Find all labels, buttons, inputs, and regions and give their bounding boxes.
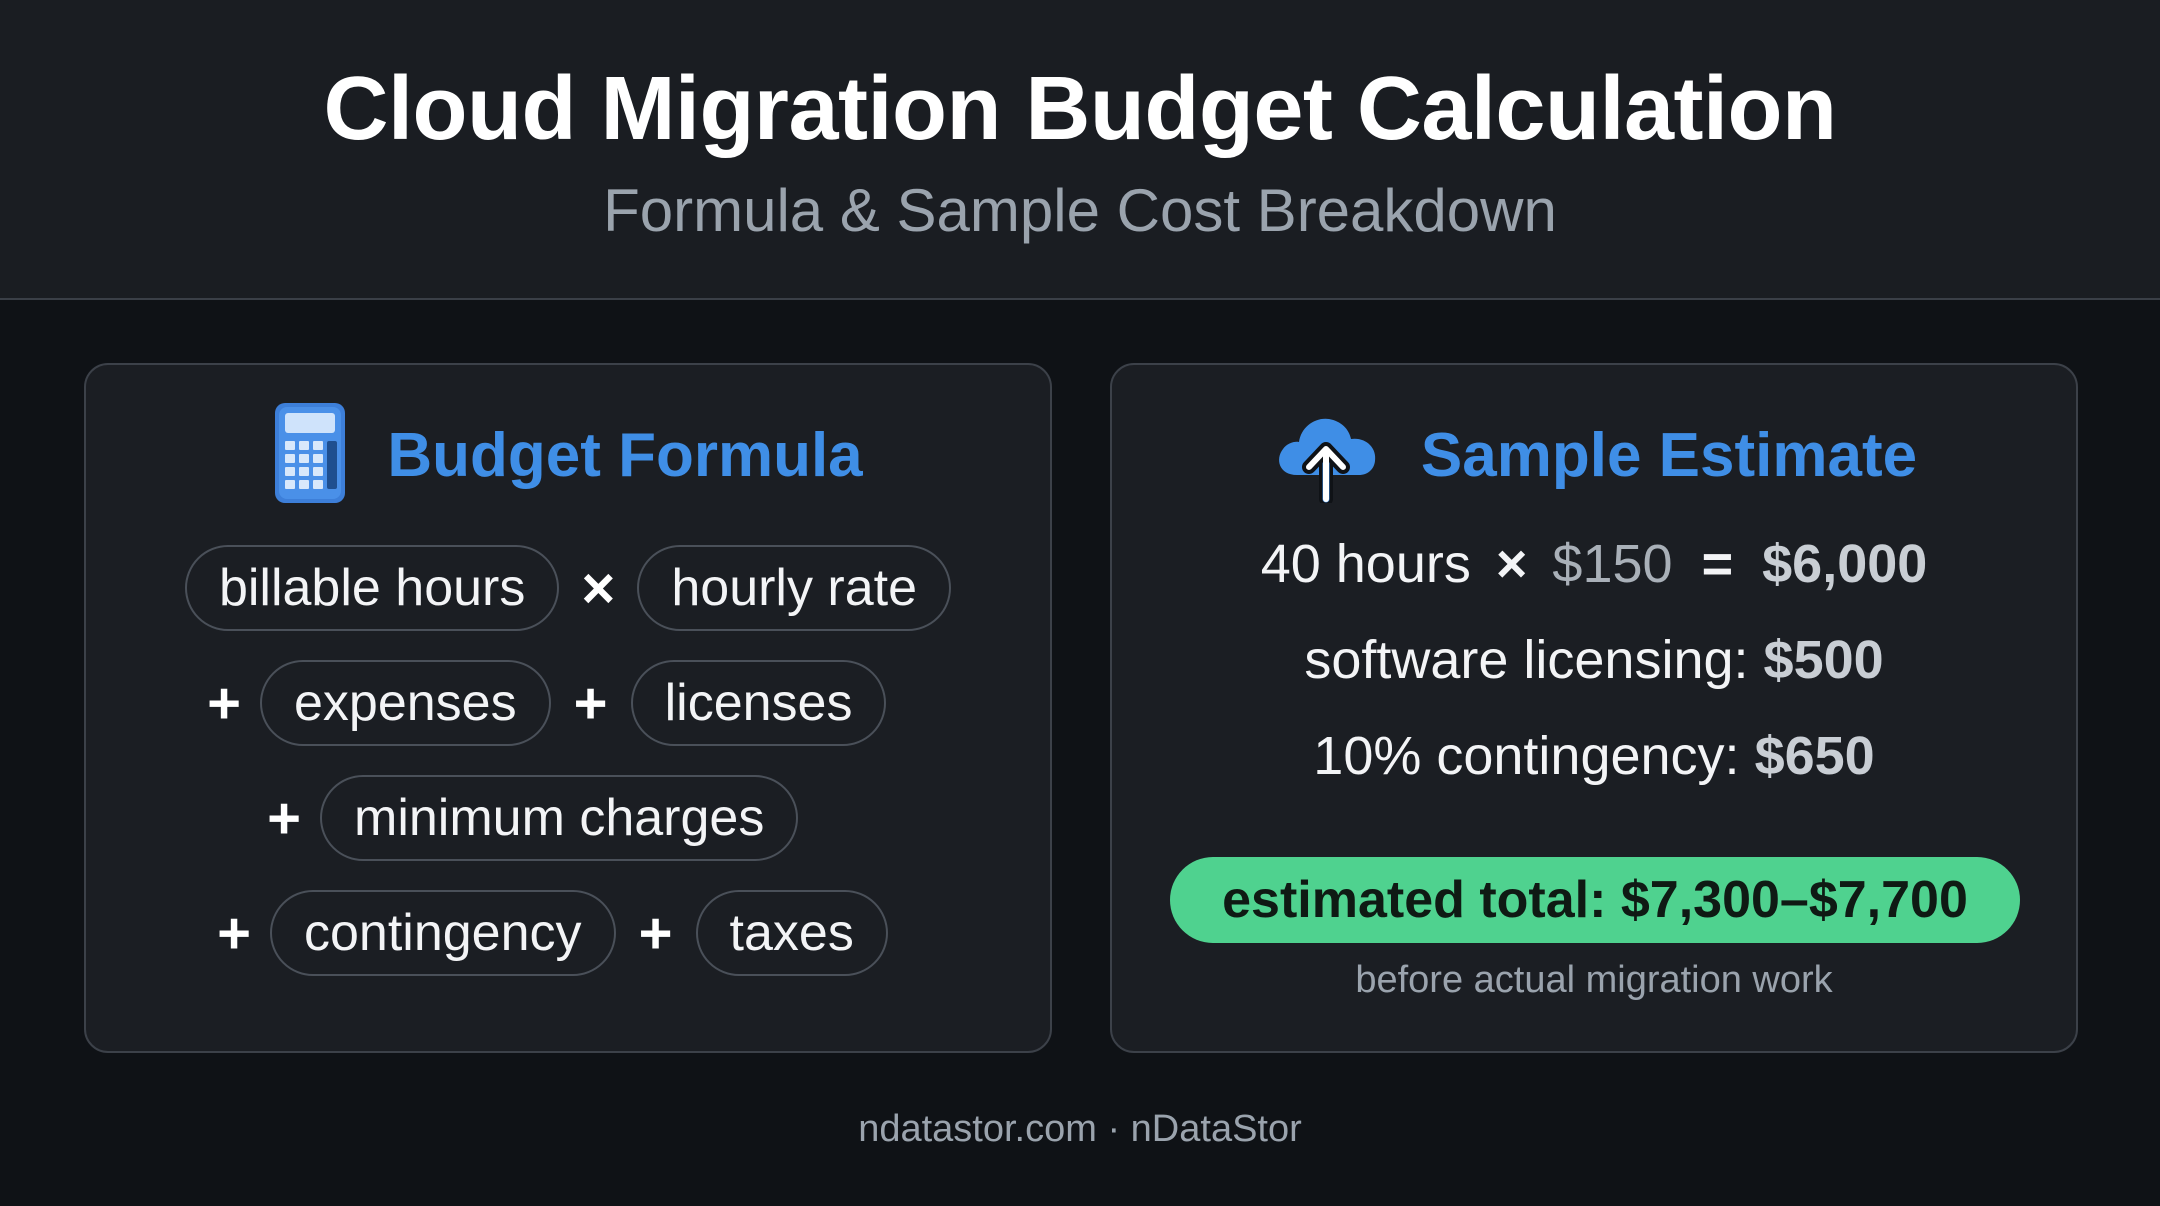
labor-hours: 40 hours <box>1260 534 1471 594</box>
equals-operator: = <box>1701 534 1734 594</box>
formula-panel-title: Budget Formula <box>387 420 863 490</box>
footer-credit: ndatastor.com · nDataStor <box>858 1108 1302 1150</box>
multiply-operator: × <box>1495 534 1528 594</box>
estimate-panel-header: Sample Estimate <box>1112 403 2076 508</box>
formula-term-taxes: taxes <box>695 890 888 976</box>
formula-term-minimum-charges: minimum charges <box>320 775 799 861</box>
cloud-upload-icon <box>1271 403 1381 508</box>
formula-panel: Budget Formula billable hours × hourly r… <box>84 363 1052 1053</box>
formula-row: + expenses + licenses <box>86 660 1050 746</box>
formula-panel-header: Budget Formula <box>86 402 1050 505</box>
formula-term-hourly-rate: hourly rate <box>637 545 952 631</box>
formula-row: billable hours × hourly rate <box>86 545 1050 631</box>
estimate-note: before actual migration work <box>1355 959 1833 1001</box>
plus-operator: + <box>217 900 251 966</box>
labor-subtotal: $6,000 <box>1762 534 1928 594</box>
formula-term-expenses: expenses <box>260 660 551 746</box>
contingency-value: $650 <box>1754 726 1875 786</box>
estimate-panel: Sample Estimate 40 hours × $150 = $6,000… <box>1110 363 2078 1053</box>
page-subtitle: Formula & Sample Cost Breakdown <box>603 177 1557 244</box>
licensing-value: $500 <box>1763 630 1884 690</box>
labor-rate: $150 <box>1552 534 1673 594</box>
formula-row: + minimum charges <box>86 775 1050 861</box>
formula-row: + contingency + taxes <box>86 890 1050 976</box>
page-title: Cloud Migration Budget Calculation <box>323 59 1837 159</box>
formula-term-licenses: licenses <box>630 660 887 746</box>
multiply-operator: × <box>581 555 616 621</box>
contingency-label: 10% contingency: <box>1313 726 1740 786</box>
estimate-panel-title: Sample Estimate <box>1420 420 1918 490</box>
formula-term-billable-hours: billable hours <box>184 545 560 631</box>
contingency-line: 10% contingency: $650 <box>1112 725 2076 787</box>
header: Cloud Migration Budget Calculation Formu… <box>0 0 2160 300</box>
estimated-total-badge: estimated total: $7,300–$7,700 <box>1170 857 2020 943</box>
calculator-icon <box>273 401 347 510</box>
plus-operator: + <box>267 785 301 851</box>
licensing-label: software licensing: <box>1304 630 1749 690</box>
licensing-line: software licensing: $500 <box>1112 629 2076 691</box>
plus-operator: + <box>638 900 673 966</box>
plus-operator: + <box>573 670 608 736</box>
plus-operator: + <box>207 670 241 736</box>
formula-term-contingency: contingency <box>270 890 616 976</box>
labor-cost-line: 40 hours × $150 = $6,000 <box>1112 533 2076 595</box>
